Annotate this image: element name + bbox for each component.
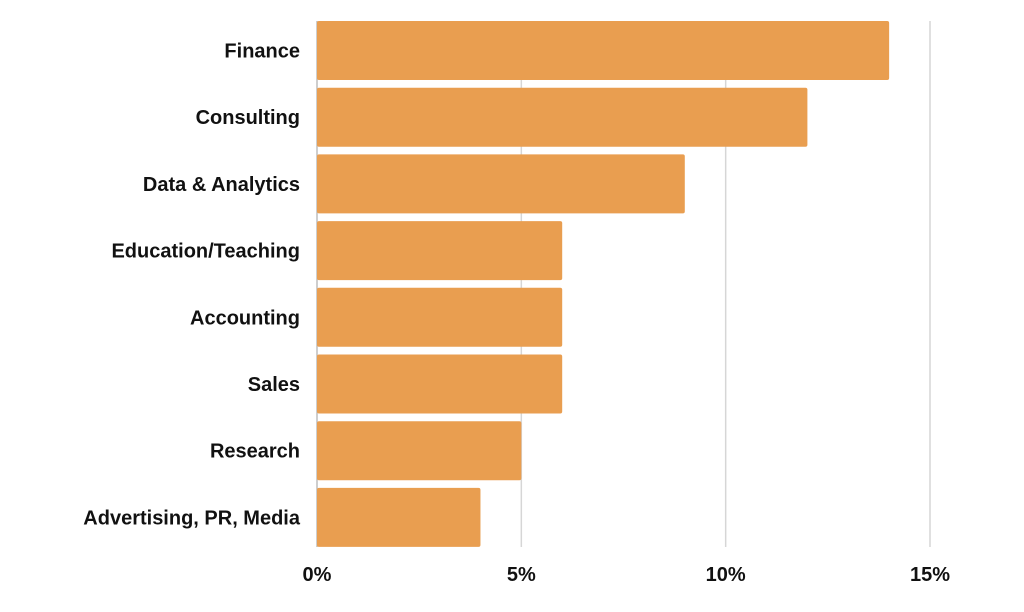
bar [317, 154, 685, 214]
bar [317, 354, 563, 414]
x-tick-label: 15% [910, 564, 950, 586]
x-tick-label: 5% [507, 564, 536, 586]
bar [317, 421, 522, 481]
bar [317, 287, 563, 347]
category-label: Finance [224, 41, 300, 63]
bar [317, 21, 890, 80]
bar [317, 221, 563, 281]
category-labels: Finance Consulting Data & Analytics Educati… [83, 41, 301, 530]
category-label: Advertising, PR, Media [83, 507, 301, 529]
category-label: Research [210, 441, 300, 463]
category-label: Sales [248, 374, 300, 396]
category-label: Accounting [190, 307, 300, 329]
x-tick-label: 0% [303, 564, 332, 586]
x-axis-tick-labels: 0% 5% 10% 15% [303, 564, 951, 586]
bar [317, 87, 808, 147]
category-label: Data & Analytics [143, 174, 300, 196]
bar [317, 487, 481, 547]
x-tick-label: 10% [706, 564, 746, 586]
bars [317, 21, 890, 547]
category-label: Education/Teaching [111, 241, 300, 263]
category-label: Consulting [196, 107, 300, 129]
